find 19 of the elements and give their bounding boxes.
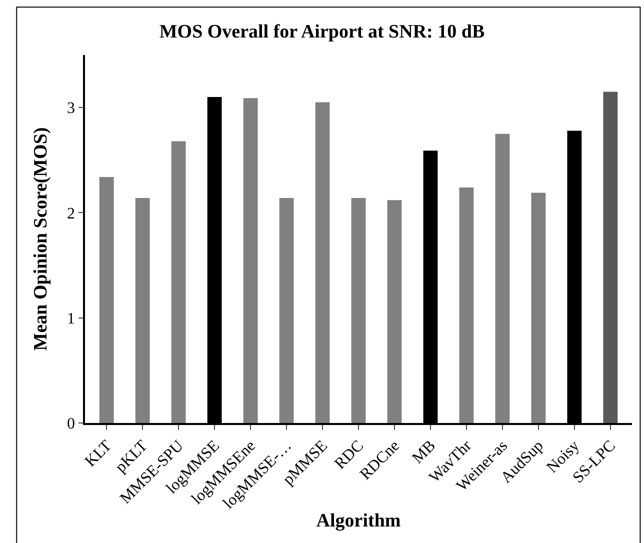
- bar: [135, 198, 150, 423]
- bar: [171, 141, 186, 423]
- y-tick-label: 0: [67, 416, 76, 433]
- chart-title: MOS Overall for Airport at SNR: 10 dB: [159, 22, 485, 43]
- y-axis-title: Mean Opinion Score(MOS): [30, 127, 52, 351]
- x-axis-title: Algorithm: [316, 510, 401, 532]
- bar: [279, 198, 294, 423]
- bar: [495, 134, 510, 423]
- bar: [243, 98, 258, 423]
- bar: [531, 192, 546, 423]
- bar: [351, 198, 366, 423]
- y-tick-label: 2: [67, 205, 76, 222]
- bar: [459, 187, 474, 423]
- bar: [315, 102, 330, 423]
- y-tick-label: 1: [67, 310, 76, 328]
- bar: [603, 92, 618, 423]
- bar: [99, 176, 114, 423]
- bar: [387, 200, 402, 423]
- y-tick-label: 3: [67, 100, 76, 118]
